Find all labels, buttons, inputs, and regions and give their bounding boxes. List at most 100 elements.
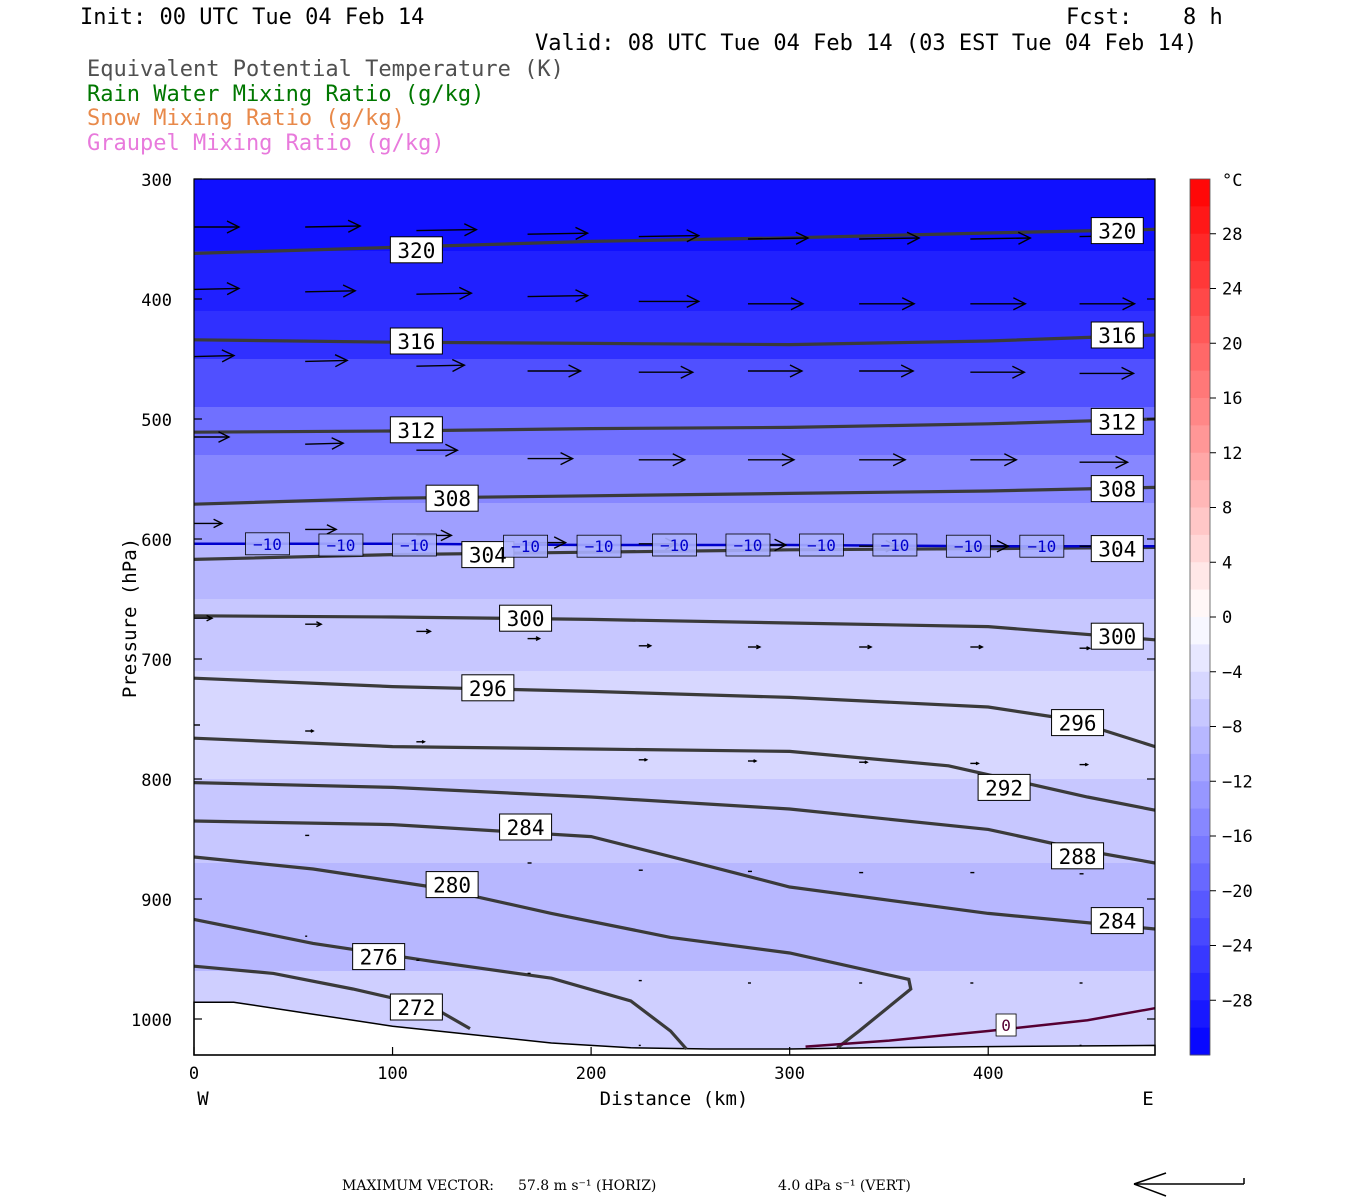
wind-vector-head	[795, 231, 810, 245]
wind-vector	[859, 297, 916, 311]
isotherm-label-box	[799, 533, 844, 557]
contour-label-box-280	[425, 871, 479, 899]
wind-vector-head	[1121, 366, 1136, 381]
y-tick-label: 900	[141, 891, 172, 911]
contour-label-box-316	[1090, 321, 1144, 349]
wind-vector-head	[331, 437, 345, 450]
contour-label-box-320	[389, 236, 443, 264]
colorbar-swatch	[1190, 753, 1210, 782]
wind-vector	[970, 644, 984, 650]
isotherm-label-0: 0	[1001, 1016, 1011, 1035]
wind-vector	[416, 739, 426, 744]
colorbar-swatch	[1190, 644, 1210, 673]
wind-vector	[747, 231, 810, 245]
colorbar-swatch	[1190, 589, 1210, 618]
colorbar-tick-label: 24	[1222, 280, 1242, 300]
colorbar-tick-label: −28	[1222, 991, 1253, 1011]
colorbar-swatch	[1190, 507, 1210, 536]
wind-vector-head	[756, 644, 762, 650]
contour-label-300: 300	[1098, 625, 1136, 649]
wind-vector	[527, 636, 542, 642]
isotherm-0	[805, 1006, 1156, 1048]
y-axis-label: Pressure (hPa)	[119, 538, 141, 698]
wind-vector	[638, 365, 695, 379]
wind-vector	[638, 757, 649, 762]
contour-label-308: 308	[1098, 478, 1136, 502]
wind-vector	[747, 364, 804, 378]
theta-e-contour-316	[193, 333, 1156, 347]
wind-vector-head	[1013, 297, 1027, 311]
contour-label-312: 312	[1098, 410, 1136, 434]
wind-vector	[194, 220, 241, 234]
x-tick-label: 400	[973, 1064, 1004, 1084]
wind-vector-head	[789, 364, 804, 378]
colorbar-swatch	[1190, 617, 1210, 645]
colorbar-swatch	[1190, 233, 1210, 262]
x-tick-label: 0	[189, 1064, 199, 1084]
wind-vector	[305, 729, 315, 733]
colorbar-swatch	[1190, 261, 1210, 289]
colorbar-swatch	[1190, 726, 1210, 755]
colorbar-swatch	[1190, 534, 1210, 563]
theta-e-contour-284	[193, 819, 1156, 931]
contour-label-276: 276	[360, 946, 398, 970]
wind-vector-head	[864, 760, 869, 765]
colorbar-tick-label: 28	[1222, 225, 1242, 245]
wind-vector	[970, 761, 980, 766]
wind-vector-shaft	[416, 228, 477, 232]
wind-vector	[970, 231, 1032, 245]
contour-label-box-300	[1090, 622, 1144, 650]
x-tick-label: 300	[774, 1064, 805, 1084]
contour-label-284: 284	[1098, 910, 1136, 934]
wind-vector	[747, 297, 805, 311]
wind-vector-head	[458, 286, 473, 301]
isotherm-label-box	[318, 533, 364, 557]
isotherm-label--10: −10	[734, 536, 763, 555]
wind-vector-head	[334, 354, 349, 368]
wind-vector-head	[900, 364, 915, 378]
wind-vector-head	[213, 518, 224, 529]
isotherm-label--10: −10	[511, 537, 540, 556]
wind-vector-head	[680, 365, 695, 379]
east-label: E	[1142, 1088, 1153, 1110]
contour-labels: 320 320 316 316 312 312 308 308 304 304 300 300 296 2…	[245, 217, 1144, 1037]
forecast-hour: 8 h	[1183, 5, 1223, 30]
wind-vector	[193, 282, 241, 296]
wind-vector-head	[892, 453, 907, 467]
wind-vector-shaft	[305, 442, 344, 445]
wind-vector	[527, 289, 590, 303]
isotherm-label-box	[652, 533, 697, 557]
wind-vector	[305, 354, 349, 368]
contour-label-300: 300	[507, 607, 545, 631]
wind-vector-head	[978, 644, 984, 650]
wind-vector	[1079, 297, 1137, 311]
isotherm-label--10: −10	[807, 536, 836, 555]
wind-vector-shaft	[747, 237, 808, 240]
wind-vector-shaft	[859, 237, 920, 240]
isotherm-label--10: −10	[1027, 537, 1056, 556]
isotherm-label-box	[245, 532, 290, 556]
x-tick-label: 100	[377, 1064, 408, 1084]
shading-band-9	[194, 671, 1155, 779]
theta-e-contour-276	[193, 917, 688, 1051]
y-tick-label: 1000	[131, 1011, 172, 1031]
colorbar-swatch	[1190, 671, 1210, 700]
theta-e-contour-300	[193, 614, 1156, 642]
wind-vector	[747, 453, 796, 467]
plot-frame	[193, 178, 1156, 1056]
shading-band-2	[194, 311, 1155, 359]
y-tick-label: 700	[141, 651, 172, 671]
contour-label-316: 316	[397, 330, 435, 354]
footer: MAXIMUM VECTOR: 57.8 m s⁻¹ (HORIZ) 4.0 d…	[342, 1172, 1245, 1197]
wind-vector-head	[790, 297, 805, 311]
theta-e-contour-280	[193, 855, 913, 1050]
max-vector-label: MAXIMUM VECTOR:	[342, 1178, 494, 1194]
wind-vector	[970, 365, 1026, 379]
wind-vector-head	[535, 636, 542, 642]
wind-vector	[859, 453, 907, 467]
wind-vector-head	[226, 220, 241, 234]
contour-label-284: 284	[507, 816, 545, 840]
wind-vector	[305, 437, 345, 450]
shading-band-8	[194, 599, 1155, 671]
